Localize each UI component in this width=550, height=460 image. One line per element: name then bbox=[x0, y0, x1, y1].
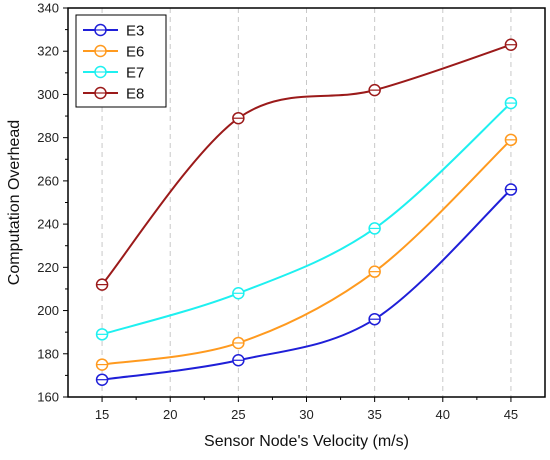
y-tick-label: 240 bbox=[37, 217, 59, 232]
x-tick-label: 40 bbox=[436, 407, 450, 422]
series-line-e7 bbox=[101, 102, 512, 336]
y-tick-label: 280 bbox=[37, 130, 59, 145]
y-tick-label: 320 bbox=[37, 44, 59, 59]
y-tick-label: 160 bbox=[37, 390, 59, 405]
series-line-e3 bbox=[101, 188, 512, 381]
series-e6 bbox=[95, 133, 518, 371]
y-tick-label: 180 bbox=[37, 346, 59, 361]
series-e8 bbox=[95, 38, 518, 291]
legend: E3 E6 E7 E8 bbox=[75, 14, 167, 108]
y-tick-label: 260 bbox=[37, 173, 59, 188]
grid bbox=[101, 8, 512, 397]
x-tick-label: 35 bbox=[367, 407, 381, 422]
series-line-e8 bbox=[101, 43, 512, 286]
legend-label-e8: E8 bbox=[126, 86, 144, 103]
legend-label-e7: E7 bbox=[126, 65, 144, 82]
series-line-e6 bbox=[101, 139, 512, 366]
x-tick-label: 45 bbox=[504, 407, 518, 422]
y-axis-title: Computation Overhead bbox=[6, 120, 23, 285]
series-lines bbox=[95, 38, 518, 386]
axes: 15 20 25 30 35 40 45 160 180 200 220 240 260 280 300 32… bbox=[37, 1, 518, 423]
x-tick-label: 20 bbox=[163, 407, 177, 422]
series-e7 bbox=[95, 96, 518, 341]
legend-label-e6: E6 bbox=[126, 44, 144, 61]
y-tick-label: 300 bbox=[37, 87, 59, 102]
y-tick-label: 220 bbox=[37, 260, 59, 275]
x-tick-label: 25 bbox=[231, 407, 245, 422]
x-axis-title: Sensor Node's Velocity (m/s) bbox=[204, 433, 409, 450]
y-tick-label: 200 bbox=[37, 303, 59, 318]
x-tick-label: 15 bbox=[95, 407, 109, 422]
y-tick-label: 340 bbox=[37, 1, 59, 16]
legend-label-e3: E3 bbox=[126, 23, 144, 40]
series-e3 bbox=[95, 183, 518, 386]
x-tick-label: 30 bbox=[299, 407, 313, 422]
